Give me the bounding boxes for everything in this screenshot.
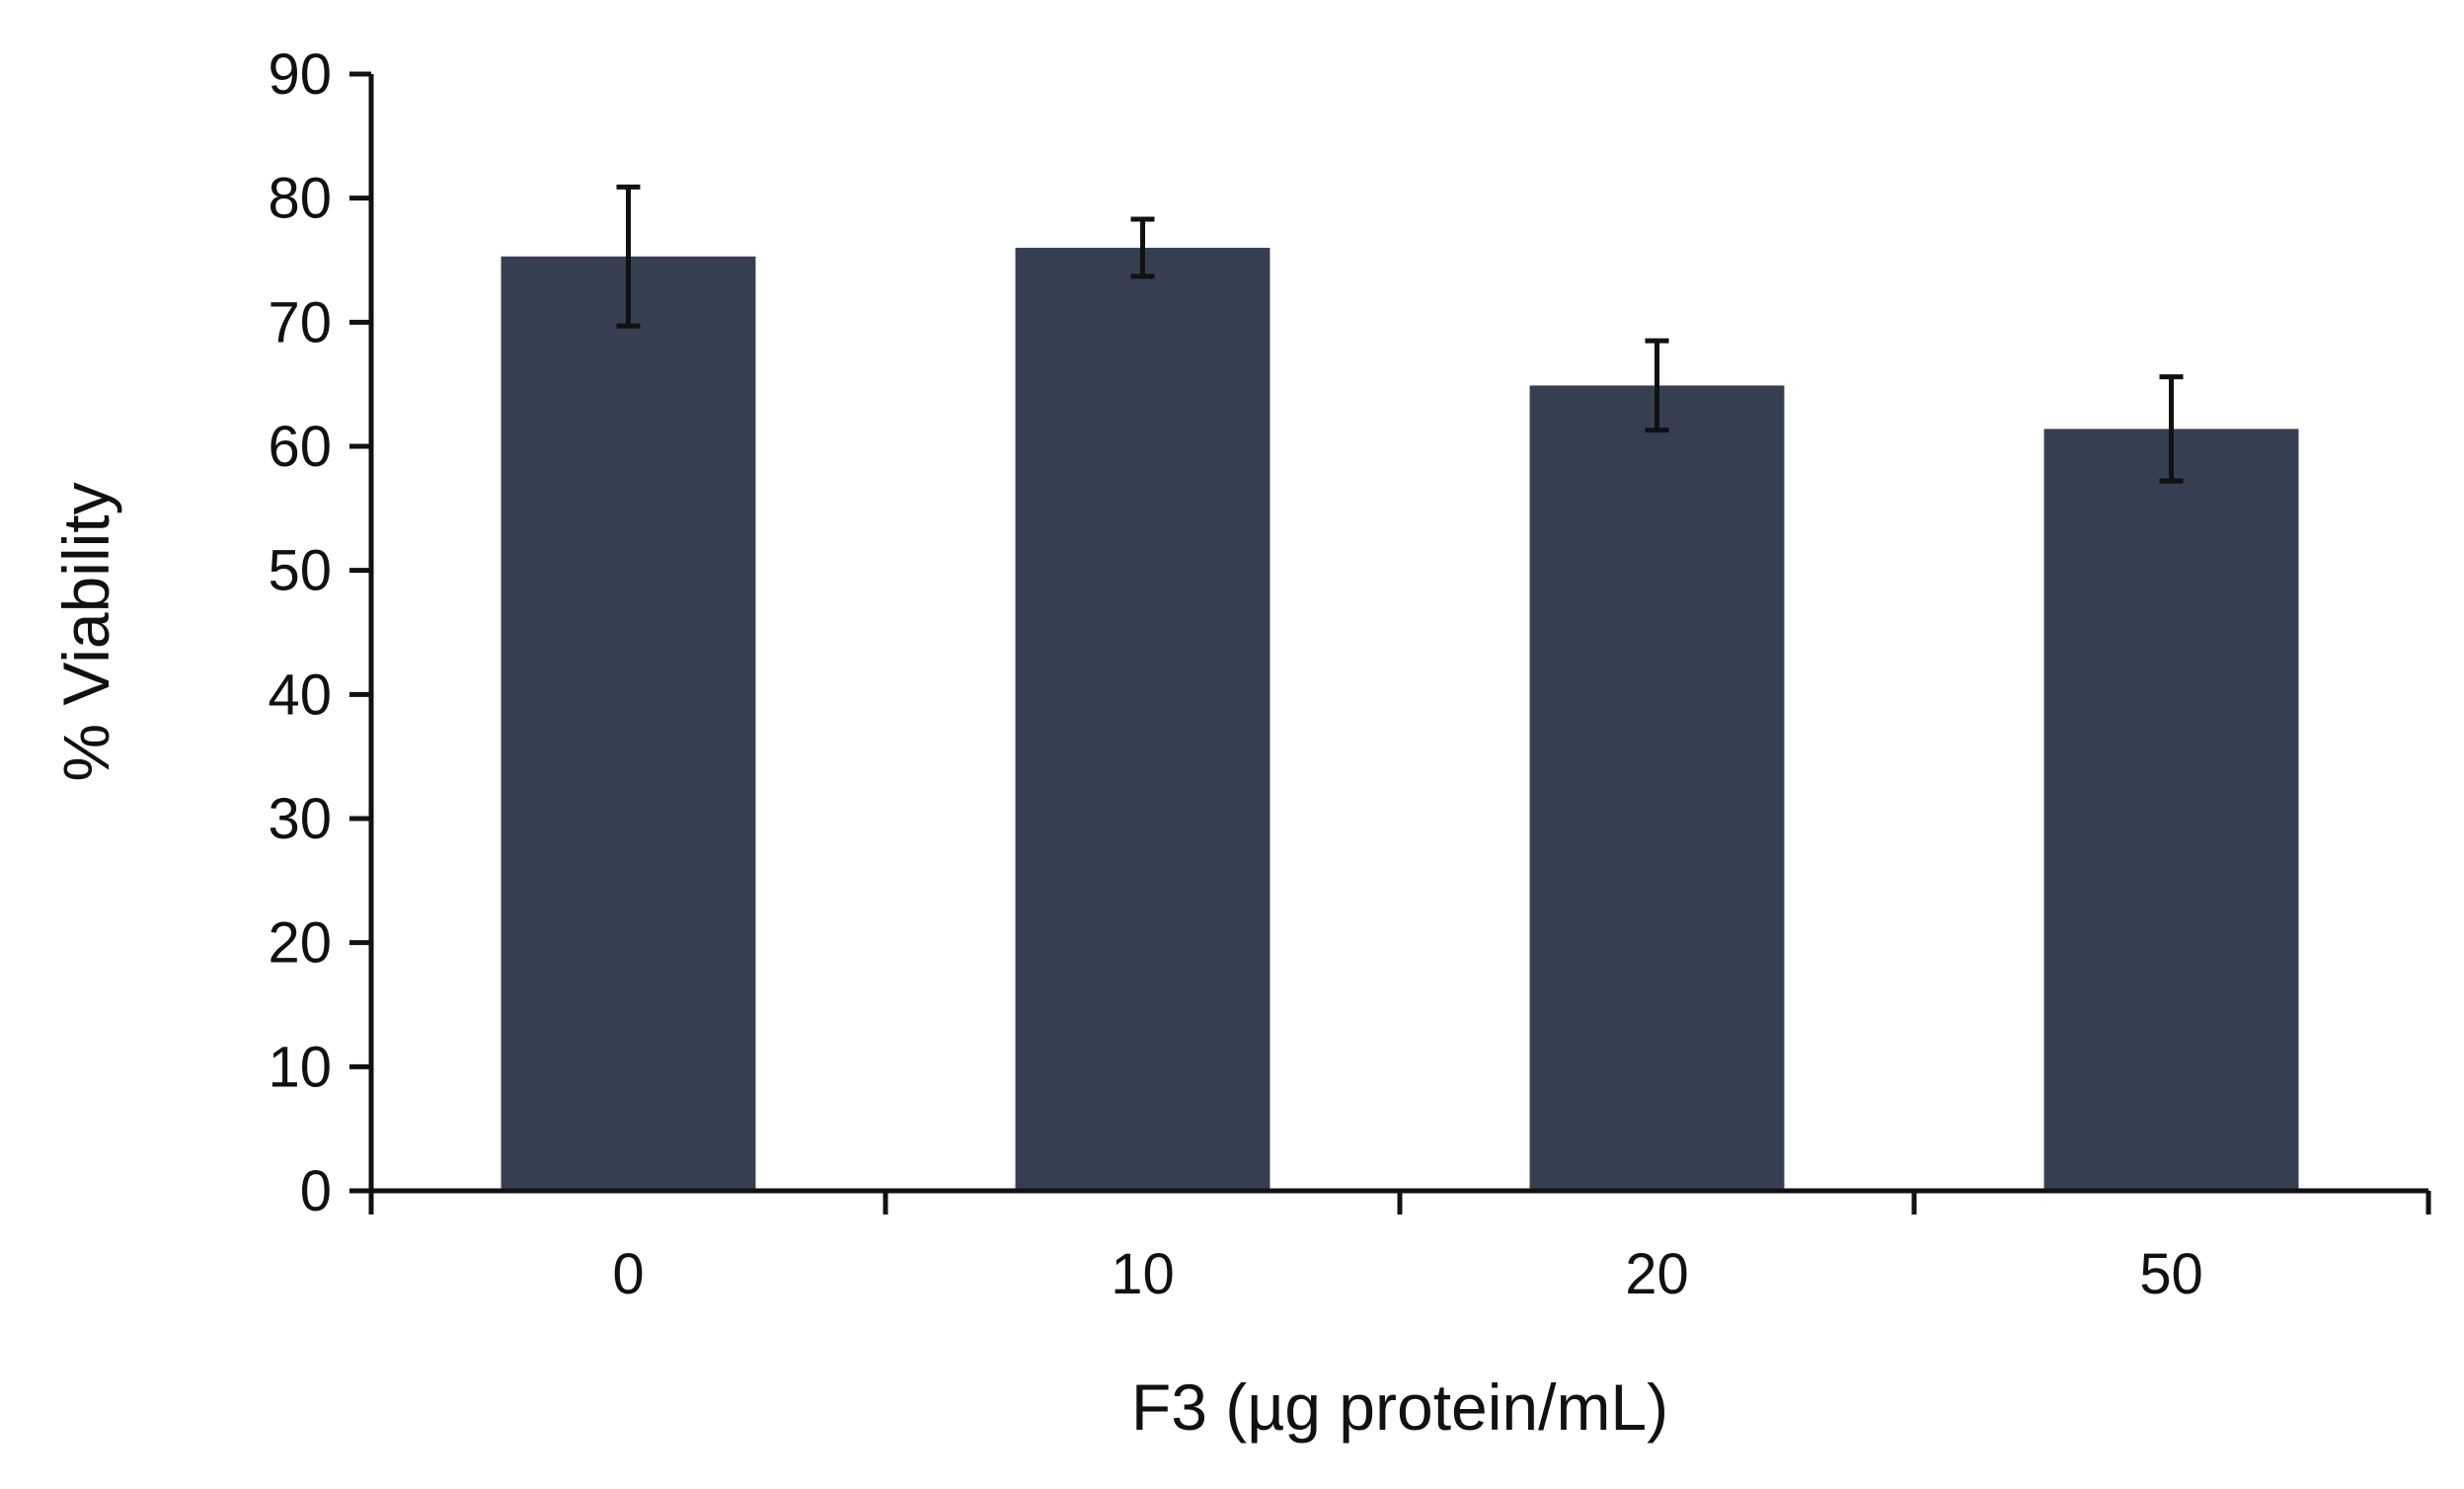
y-tick-label: 40 xyxy=(268,663,332,727)
y-tick-label: 30 xyxy=(268,787,332,851)
y-tick-label: 0 xyxy=(300,1159,332,1223)
y-tick-label: 50 xyxy=(268,539,332,603)
y-tick-label: 10 xyxy=(268,1035,332,1099)
x-tick-label: 0 xyxy=(612,1242,644,1306)
x-tick-label: 10 xyxy=(1111,1242,1175,1306)
y-tick-label: 70 xyxy=(268,290,332,354)
bar-10 xyxy=(1015,247,1270,1191)
y-axis-title: % Viability xyxy=(49,482,122,781)
x-axis-title: F3 (µg protein/mL) xyxy=(1131,1371,1668,1444)
y-ticks-layer: 0 10 20 30 40 50 60 70 80 90 xyxy=(268,42,371,1223)
x-tick-label: 50 xyxy=(2139,1242,2203,1306)
bar-0 xyxy=(500,256,756,1192)
y-tick-label: 80 xyxy=(268,167,332,231)
error-bars-layer xyxy=(616,184,2184,484)
bars-layer xyxy=(500,247,2299,1192)
bar-50 xyxy=(2043,429,2299,1191)
x-ticks-layer: 0 10 20 50 xyxy=(368,1191,2431,1306)
bar-20 xyxy=(1529,385,1785,1191)
y-tick-label: 20 xyxy=(268,911,332,976)
y-tick-label: 60 xyxy=(268,415,332,479)
x-tick-label: 20 xyxy=(1625,1242,1689,1306)
y-tick-label: 90 xyxy=(268,42,332,107)
